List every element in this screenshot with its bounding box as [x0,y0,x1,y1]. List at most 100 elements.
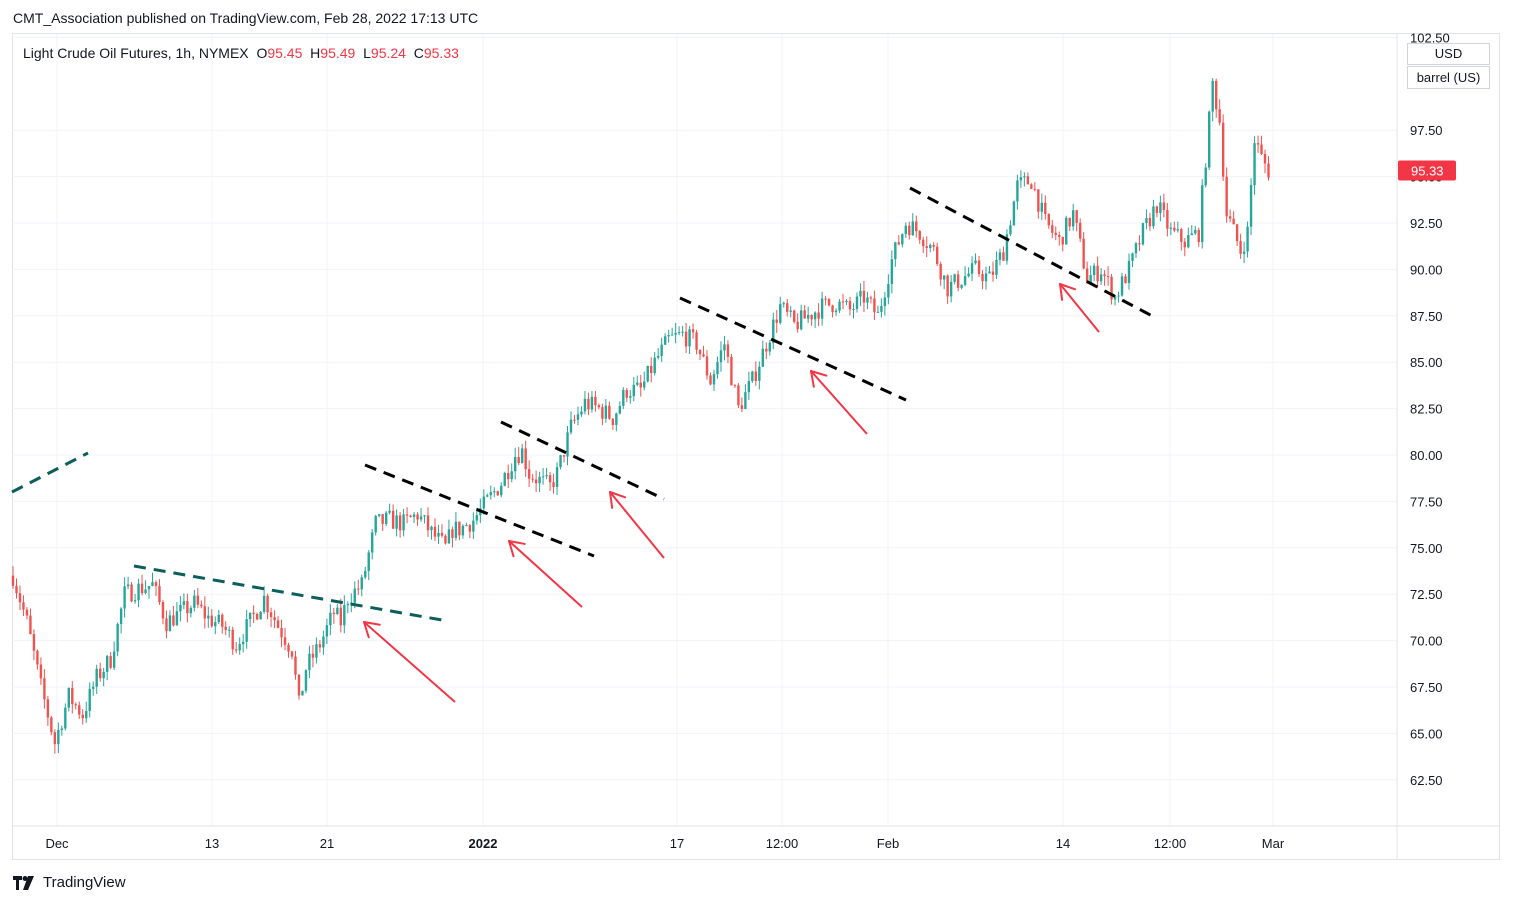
annotation-arrow-2[interactable] [508,540,583,608]
candle-up [604,399,608,423]
price-tick-label: 65.00 [1410,726,1443,741]
time-tick-label: Dec [45,836,69,851]
time-tick-label: Mar [1262,836,1285,851]
candle-down [391,504,395,529]
currency-button[interactable]: USD [1407,43,1490,65]
price-tick-label: 62.50 [1410,773,1443,788]
candle-up [866,291,869,310]
candle-down [977,255,981,277]
candle-down [130,581,133,603]
candle-up [580,406,583,417]
candle-up [147,586,151,599]
candle-down [11,566,15,589]
price-tick-label: 92.50 [1410,216,1443,231]
candle-down [1082,232,1085,270]
price-axis[interactable]: 102.5097.5095.0092.5090.0087.5085.0082.5… [1410,30,1450,787]
candle-down [161,600,165,625]
candle-up [119,607,123,634]
candle-down [587,392,590,416]
candle-up [1072,203,1075,231]
candle-down [224,621,227,636]
candle-up [482,489,486,515]
trendline-black-2[interactable] [500,420,665,501]
candle-up [855,292,859,313]
trendline-black-3[interactable] [679,296,907,402]
candle-down [273,610,276,629]
candle-up [688,326,691,355]
candle-down [935,242,939,267]
candle-down [22,595,25,617]
candle-down [705,350,709,380]
candle-down [1124,273,1127,284]
candle-down [196,588,200,609]
candle-up [1141,222,1145,246]
candle-down [1260,135,1263,155]
time-axis[interactable]: Dec 13 21 2022 17 12:00 Feb 14 12:00 Mar [45,836,1284,851]
candle-up [336,604,339,615]
unit-button[interactable]: barrel (US) [1407,66,1490,89]
candle-up [248,612,252,627]
candle-up [761,340,765,367]
candle-up [590,391,594,413]
symbol-legend[interactable]: Light Crude Oil Futures, 1h, NYMEX O95.4… [23,45,459,61]
candle-up [447,519,451,544]
candle-down [39,657,43,685]
candle-down [269,607,273,628]
candle-down [1239,233,1242,259]
candle-up [583,391,587,415]
candle-up [1208,110,1211,170]
trendline-black-1[interactable] [364,463,595,558]
candle-down [1047,213,1050,229]
candle-down [1103,270,1106,286]
candle-down [1110,274,1113,305]
candle-up [1134,241,1138,258]
candle-down [932,242,935,252]
candle-up [758,361,761,390]
annotation-arrow-1[interactable] [363,621,456,703]
candle-up [493,487,496,498]
candle-up [402,508,405,537]
candle-up [1009,220,1012,237]
candle-down [691,323,695,339]
candle-down [398,512,402,538]
candle-down [1058,231,1061,246]
candle-up [643,371,646,391]
tradingview-logo[interactable]: TradingView [13,874,126,891]
candle-up [419,508,423,522]
candle-down [869,295,873,304]
candle-down [154,580,158,596]
candle-down [221,613,224,634]
candle-up [514,447,517,480]
candle-down [50,715,53,736]
candle-up [1249,178,1253,236]
candle-up [904,222,907,239]
candle-down [158,579,161,605]
time-tick-label: 21 [320,836,334,851]
candle-down [831,304,834,318]
candle-down [862,281,866,313]
candle-up [193,589,196,612]
candle-up [995,251,998,280]
chart-frame[interactable] [12,33,1500,860]
candle-up [67,687,70,712]
annotation-arrow-3[interactable] [609,491,665,559]
candle-down [1037,188,1040,219]
candle-down [527,460,531,487]
trendline-black-4[interactable] [909,186,1157,320]
candle-up [880,298,883,318]
candle-down [1256,135,1260,153]
candle-up [887,274,890,305]
candle-down [702,345,705,358]
trendline-teal-1[interactable] [11,451,89,494]
candle-up [112,641,116,671]
candle-down [426,507,430,537]
annotation-arrow-4[interactable] [810,370,868,435]
time-tick-label: 12:00 [1154,836,1187,851]
candle-up [88,682,91,718]
candle-up [1023,172,1026,187]
candle-down [1166,202,1169,237]
trendline-teal-2[interactable] [133,564,443,622]
candle-series [11,78,1270,754]
annotation-arrow-5[interactable] [1059,283,1100,333]
